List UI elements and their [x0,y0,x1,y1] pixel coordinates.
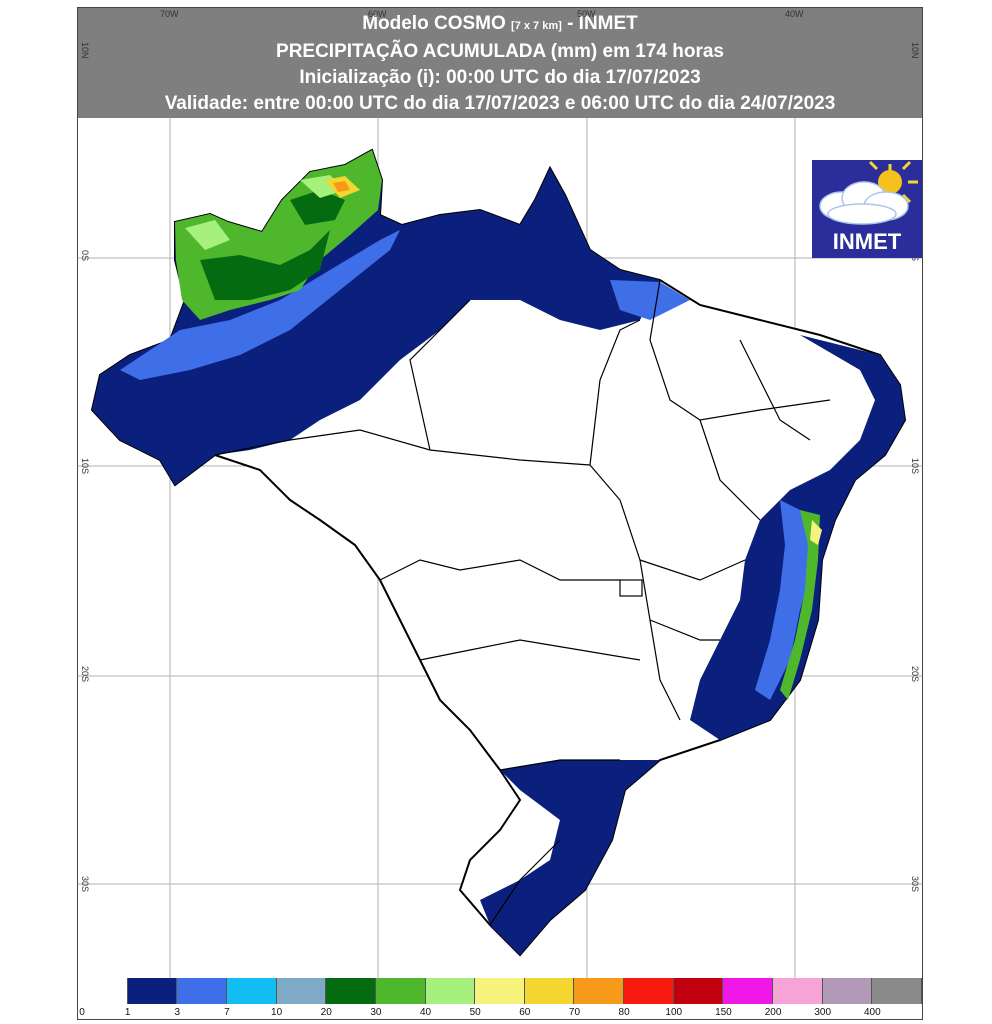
model-resolution: [7 x 7 km] [511,20,562,32]
legend-label: 0 [79,1007,85,1018]
legend-label: 3 [174,1007,181,1018]
model-source: - INMET [567,13,638,34]
lon-label-70w: 70W [160,9,179,19]
legend-swatch [226,978,277,1004]
lon-label-50w: 50W [577,9,596,19]
legend-label: 50 [469,1007,481,1018]
legend-label: 400 [864,1007,881,1018]
precip-northwest-orange [333,181,350,192]
lat-label-10n-right: 10N [910,42,920,59]
legend-label: 7 [224,1007,230,1018]
lat-label-20s-right: 20S [910,666,920,683]
inmet-logo-text: INMET [832,229,902,254]
map-header: Modelo COSMO [7 x 7 km] - INMET PRECIPIT… [78,8,922,118]
legend-swatch [425,978,476,1004]
lat-label-20s-left: 20S [80,666,90,683]
legend-swatch [276,978,327,1004]
lat-label-30s-right: 30S [910,876,920,893]
legend-swatch [673,978,724,1004]
legend-label: 200 [764,1007,782,1018]
legend-swatch [524,978,575,1004]
state-borders [214,279,831,926]
product-title: PRECIPITAÇÃO ACUMULADA (mm) em 174 horas [276,41,724,62]
inmet-logo: INMET [812,160,922,258]
legend-swatch [177,978,227,1004]
legend-swatch [475,978,525,1004]
init-time: Inicialização (i): 00:00 UTC do dia 17/0… [299,67,701,88]
legend-swatch [574,978,625,1004]
legend-swatch [723,978,774,1004]
legend-label: 100 [665,1007,683,1018]
lat-label-30s-left: 30S [80,876,90,893]
legend-swatch [326,978,376,1004]
lon-label-60w: 60W [368,9,387,19]
legend-label: 10 [271,1007,283,1018]
legend-swatch [624,978,674,1004]
precip-northwest-dark [200,190,345,300]
legend-label: 20 [320,1007,332,1018]
model-name: Modelo COSMO [362,13,506,34]
precip-east-light [755,500,820,700]
federal-district [619,579,643,597]
lat-label-10s-right: 10S [910,458,920,475]
lat-label-10s-left: 10S [80,458,90,475]
sun-cloud-icon [819,160,918,225]
legend-label: 150 [715,1007,732,1018]
legend-swatch [127,978,178,1004]
lat-label-10n-left: 10N [80,42,90,59]
model-title: Modelo COSMO [7 x 7 km] - INMET [78,11,922,39]
legend-label: 80 [618,1007,630,1018]
precip-north-light [120,230,690,380]
lat-label-0s-left: 0S [80,250,90,262]
legend-swatch [773,978,823,1004]
legend-swatch [78,978,128,1004]
lon-label-40w: 40W [785,9,804,19]
legend-label: 300 [814,1007,832,1018]
validity-period: Validade: entre 00:00 UTC do dia 17/07/2… [164,93,836,114]
legend-swatch [375,978,426,1004]
color-scale-legend: 0 1 3 7 10 20 30 40 50 60 70 80 100 150 200 300 400 [78,978,922,1018]
legend-label: 40 [419,1007,432,1018]
legend-label: 30 [370,1007,382,1018]
legend-label: 60 [519,1007,531,1018]
precip-east-yellow [810,520,822,545]
legend-label: 70 [568,1007,581,1018]
legend-swatch [872,978,922,1004]
legend-swatch [822,978,873,1004]
precip-east-green [780,510,820,700]
legend-label: 1 [124,1007,131,1018]
